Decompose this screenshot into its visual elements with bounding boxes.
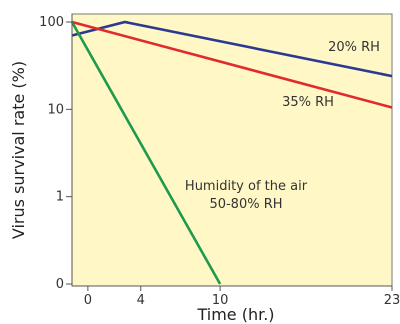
annotation-humidity-line1: Humidity of the air <box>185 179 308 194</box>
annotation-20rh: 20% RH <box>328 40 380 55</box>
x-tick-label-3: 23 <box>384 293 400 308</box>
y-tick-label-0: 100 <box>39 15 64 30</box>
y-tick-label-3: 0 <box>56 277 64 292</box>
x-axis-title: Time (hr.) <box>196 305 274 324</box>
y-axis-title: Virus survival rate (%) <box>9 61 28 239</box>
x-tick-label-1: 4 <box>137 293 145 308</box>
x-tick-label-0: 0 <box>84 293 92 308</box>
y-tick-label-1: 10 <box>47 102 64 117</box>
series-line-0 <box>71 20 393 78</box>
x-tick-label-2: 10 <box>212 293 229 308</box>
series-layer <box>70 20 393 285</box>
plot-background <box>71 13 393 287</box>
y-tick-label-2: 1 <box>56 190 64 205</box>
annotation-humidity-line2: 50-80% RH <box>209 197 282 212</box>
annotation-35rh: 35% RH <box>282 95 334 110</box>
annotations: 20% RH 35% RH Humidity of the air 50-80%… <box>185 40 380 212</box>
series-line-2 <box>70 21 222 285</box>
series-line-1 <box>71 20 393 109</box>
x-ticks: 0 4 10 23 <box>84 286 400 308</box>
